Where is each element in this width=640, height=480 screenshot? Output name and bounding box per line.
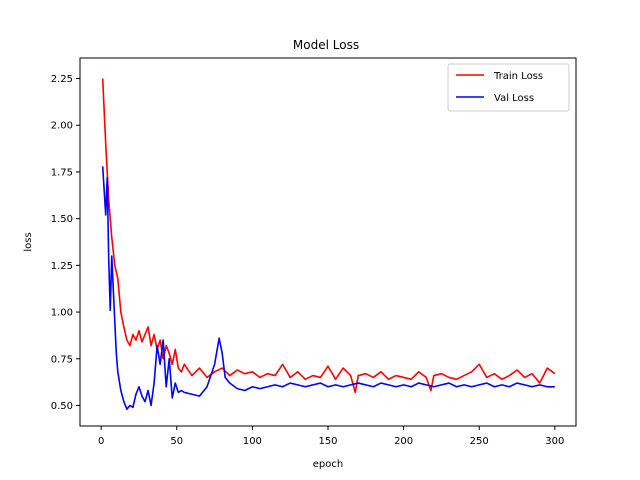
series-line-val-loss [101, 166, 555, 410]
y-tick-label: 1.00 [51, 308, 73, 319]
x-tick-label: 150 [318, 436, 337, 447]
plot-area [79, 57, 577, 427]
y-axis: 0.50 0.75 1.00 1.25 1.50 1.75 2.00 2.25 [51, 74, 80, 412]
y-axis-label: loss [23, 232, 34, 251]
x-axis-label: epoch [313, 459, 343, 470]
y-tick-label: 1.50 [51, 214, 73, 225]
series-line-train-loss [101, 78, 556, 394]
series-layer [101, 78, 556, 410]
chart-title: Model Loss [293, 38, 359, 52]
x-tick-label: 250 [470, 436, 489, 447]
y-tick-label: 0.50 [51, 401, 73, 412]
legend-label-val-loss: Val Loss [494, 93, 534, 104]
x-tick-label: 100 [243, 436, 262, 447]
legend: Train Loss Val Loss [447, 63, 570, 112]
x-tick-label: 300 [545, 436, 564, 447]
y-tick-label: 1.75 [51, 167, 73, 178]
legend-label-train-loss: Train Loss [493, 71, 543, 82]
y-tick-label: 2.00 [51, 121, 73, 132]
x-axis: 0 50 100 150 200 250 300 [98, 426, 564, 447]
x-tick-label: 0 [98, 436, 104, 447]
y-tick-label: 2.25 [51, 74, 73, 85]
x-tick-label: 200 [394, 436, 413, 447]
x-tick-label: 50 [170, 436, 183, 447]
y-tick-label: 1.25 [51, 261, 73, 272]
y-tick-label: 0.75 [51, 354, 73, 365]
